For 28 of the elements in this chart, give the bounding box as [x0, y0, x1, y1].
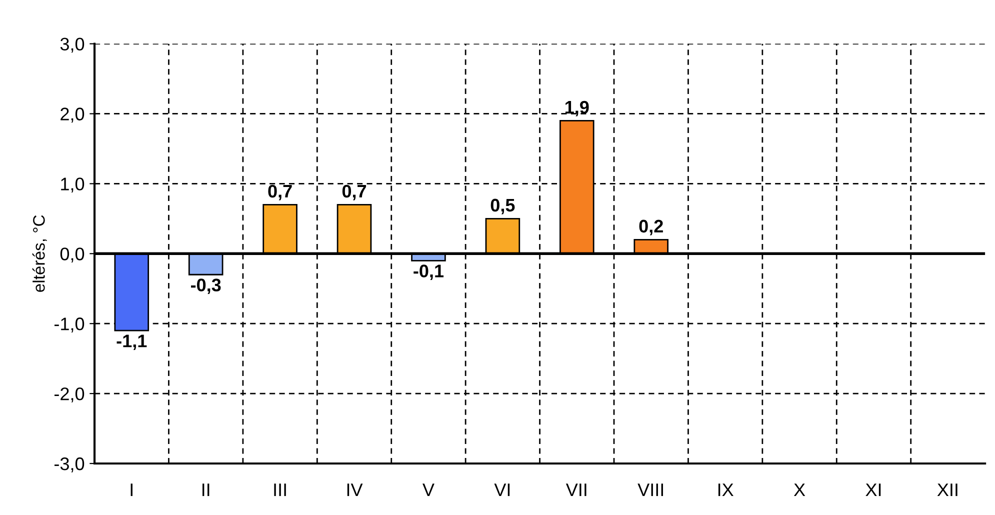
y-tick-label: -2,0	[54, 387, 84, 402]
data-label: 1,9	[565, 100, 589, 116]
data-label: -0,1	[414, 264, 444, 280]
y-axis-title: eltérés, °C	[32, 215, 47, 292]
y-tick-label: 2,0	[60, 108, 84, 123]
x-tick-label: XII	[937, 484, 958, 496]
x-tick-label: X	[794, 484, 806, 496]
x-tick-label: V	[422, 484, 434, 496]
y-tick-label: 0,0	[60, 248, 84, 262]
x-tick-label: III	[274, 484, 286, 496]
data-label: 0,7	[342, 184, 366, 200]
x-tick-label: VII	[566, 484, 586, 496]
data-label: 0,5	[490, 198, 515, 214]
data-label: -1,1	[116, 334, 147, 350]
x-tick-label: II	[202, 484, 210, 496]
y-tick-label: 1,0	[61, 178, 84, 193]
y-tick-label: -1,0	[54, 318, 84, 332]
x-tick-label: XI	[866, 484, 881, 496]
y-tick-label: 3,0	[60, 38, 84, 53]
data-label: -0,3	[190, 278, 221, 294]
x-tick-label: VIII	[638, 484, 663, 496]
data-label: 0,2	[639, 220, 663, 236]
x-tick-label: I	[130, 484, 132, 496]
x-tick-label: IX	[718, 484, 734, 496]
y-tick-label: -3,0	[54, 457, 84, 472]
data-label: 0,7	[268, 184, 292, 200]
x-tick-label: IV	[347, 484, 363, 496]
x-tick-label: VI	[494, 484, 510, 496]
